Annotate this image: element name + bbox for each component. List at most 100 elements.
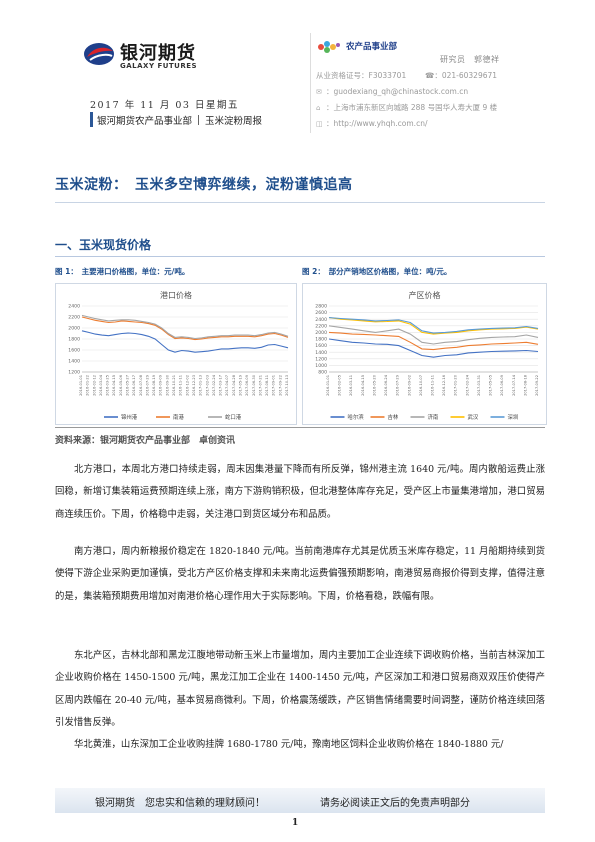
series-line [81,316,289,341]
website-url[interactable]: http://www.yhqh.com.cn/ [333,119,428,128]
brand-separator [198,115,200,125]
x-tick-label: 2017-03-17 [219,375,223,396]
y-tick-label: 1000 [315,363,327,369]
chart-title: 港口价格 [160,290,192,300]
y-tick-label: 2200 [315,323,327,329]
legend-label: 南港 [173,413,184,421]
x-tick-label: 2016-01-22 [86,375,90,396]
y-tick-label: 2400 [315,317,327,323]
x-tick-label: 2017-02-24 [212,374,216,396]
legend-label: 吉林 [388,413,399,421]
port-price-chart: 港口价格24002200200018001600140012002016-01-… [68,290,289,421]
x-tick-label: 2017-01-13 [199,375,203,396]
x-tick-label: 2016-09-02 [407,375,411,396]
x-tick-label: 2016-03-11 [349,375,353,396]
series-line [328,317,539,334]
legend-label: 武汉 [468,413,479,421]
legend-label: 深圳 [508,413,519,421]
x-tick-label: 2017-09-22 [278,375,282,396]
y-tick-label: 1400 [68,359,80,365]
x-tick-label: 2017-05-19 [238,374,242,396]
brand-bar [90,112,293,127]
title-divider [55,202,545,203]
legend-label: 哈尔滨 [348,413,365,421]
figure-1-caption: 图 1： 主要港口价格图，单位：元/吨。 [55,267,190,276]
x-tick-label: 2017-05-05 [489,375,493,396]
company-name-cn: 银河期货 [120,43,196,64]
section-heading: 一、玉米现货价格 [55,238,152,252]
x-tick-label: 2016-05-27 [126,375,130,396]
x-tick-label: 2016-06-17 [132,375,136,396]
y-tick-label: 2400 [68,304,80,310]
port-price-chart-frame: 港口价格 2400 2200 2000 1800 1600 1400 1200 2016-01-… [55,283,297,425]
series-line [328,338,539,358]
x-tick-label: 2016-12-02 [185,375,189,396]
x-tick-label: 2016-10-07 [419,375,423,396]
dept-name: 农产品事业部 [346,42,398,52]
x-tick-label: 2016-05-06 [119,374,123,396]
x-tick-label: 2017-01-20 [454,374,458,396]
x-tick-label: 2017-10-13 [285,375,289,396]
x-tick-label: 2017-04-28 [232,374,236,396]
data-source: 资料来源：银河期货农产品事业部 卓创资讯 [55,436,236,446]
license-number: 从业资格证号：F3033701 [316,71,407,80]
x-tick-label: 2016-10-21 [172,375,176,396]
legend-label: 济南 [428,413,439,421]
region-price-chart-frame: 产区价格 2800 2600 2400 2200 2000 1800 1600 1400 1200… [302,283,547,425]
mail-icon: ✉ [316,88,322,96]
x-tick-label: 2016-03-25 [106,375,110,396]
paragraph-northeast: 东北产区，吉林北部和黑龙江腹地带动新玉米上市量增加，周内主要加工企业连续下调收购… [55,650,545,728]
x-tick-label: 2016-02-05 [338,375,342,396]
x-tick-label: 2017-06-30 [252,374,256,396]
footer-disclaimer: 请务必阅读正文后的免责声明部分 [320,798,470,809]
y-tick-label: 1600 [68,348,80,354]
y-tick-label: 1200 [68,370,80,376]
x-tick-label: 2017-08-11 [265,375,269,396]
contact-panel [310,33,541,133]
x-tick-label: 2016-09-09 [159,374,163,396]
location-icon: ⌂ [316,104,321,112]
x-tick-label: 2016-02-12 [92,375,96,396]
x-tick-label: 2017-06-09 [500,374,504,396]
y-tick-label: 800 [318,370,327,376]
x-tick-label: 2016-06-24 [384,374,388,396]
series-line [328,325,539,345]
y-tick-label: 2600 [315,310,327,316]
page-number: 1 [292,818,299,828]
x-tick-label: 2016-04-15 [112,375,116,396]
y-tick-label: 2800 [315,304,327,310]
x-tick-label: 2017-09-01 [272,375,276,396]
legend-label: 蛇口港 [225,413,242,421]
y-tick-label: 1400 [315,350,327,356]
contact-email: ✉ ：guodexiang_qh@chinastock.com.cn [316,87,469,96]
x-tick-label: 2016-01-01 [326,375,330,396]
contact-website: ◫ ：http://www.yhqh.com.cn/ [316,119,428,128]
x-tick-label: 2017-02-24 [465,374,469,396]
series-line [81,330,289,353]
y-tick-label: 1800 [68,337,80,343]
y-tick-label: 2000 [315,330,327,336]
contact-address: ⌂ ：上海市浦东新区向城路 288 号国华人寿大厦 9 楼 [316,103,498,112]
x-tick-label: 2016-03-04 [99,374,103,396]
x-tick-label: 2016-01-01 [79,375,83,396]
company-name-en: GALAXY FUTURES [120,62,198,70]
x-tick-label: 2016-05-20 [372,374,376,396]
x-tick-label: 2016-07-08 [139,374,143,396]
series-line [328,331,539,351]
brand-line: 银河期货农产品事业部 玉米淀粉周报 [97,113,262,127]
galaxy-logo-icon [84,43,114,65]
y-tick-label: 2000 [68,326,80,332]
y-tick-label: 1800 [315,337,327,343]
contact-license-phone: 从业资格证号：F3033701 ☎：021-60329671 [316,70,497,81]
x-tick-label: 2016-09-30 [165,374,169,396]
brand-report: 玉米淀粉周报 [205,116,263,127]
dept-logo-icon [318,41,340,53]
x-tick-label: 2016-08-19 [152,374,156,396]
x-tick-label: 2016-11-11 [431,375,435,396]
email-address[interactable]: guodexiang_qh@chinastock.com.cn [333,87,469,96]
x-tick-label: 2017-09-22 [535,375,539,396]
street-address: 上海市浦东新区向城路 288 号国华人寿大厦 9 楼 [333,103,498,112]
x-tick-label: 2017-08-18 [523,374,527,396]
section-divider [55,256,545,257]
y-tick-label: 1600 [315,343,327,349]
